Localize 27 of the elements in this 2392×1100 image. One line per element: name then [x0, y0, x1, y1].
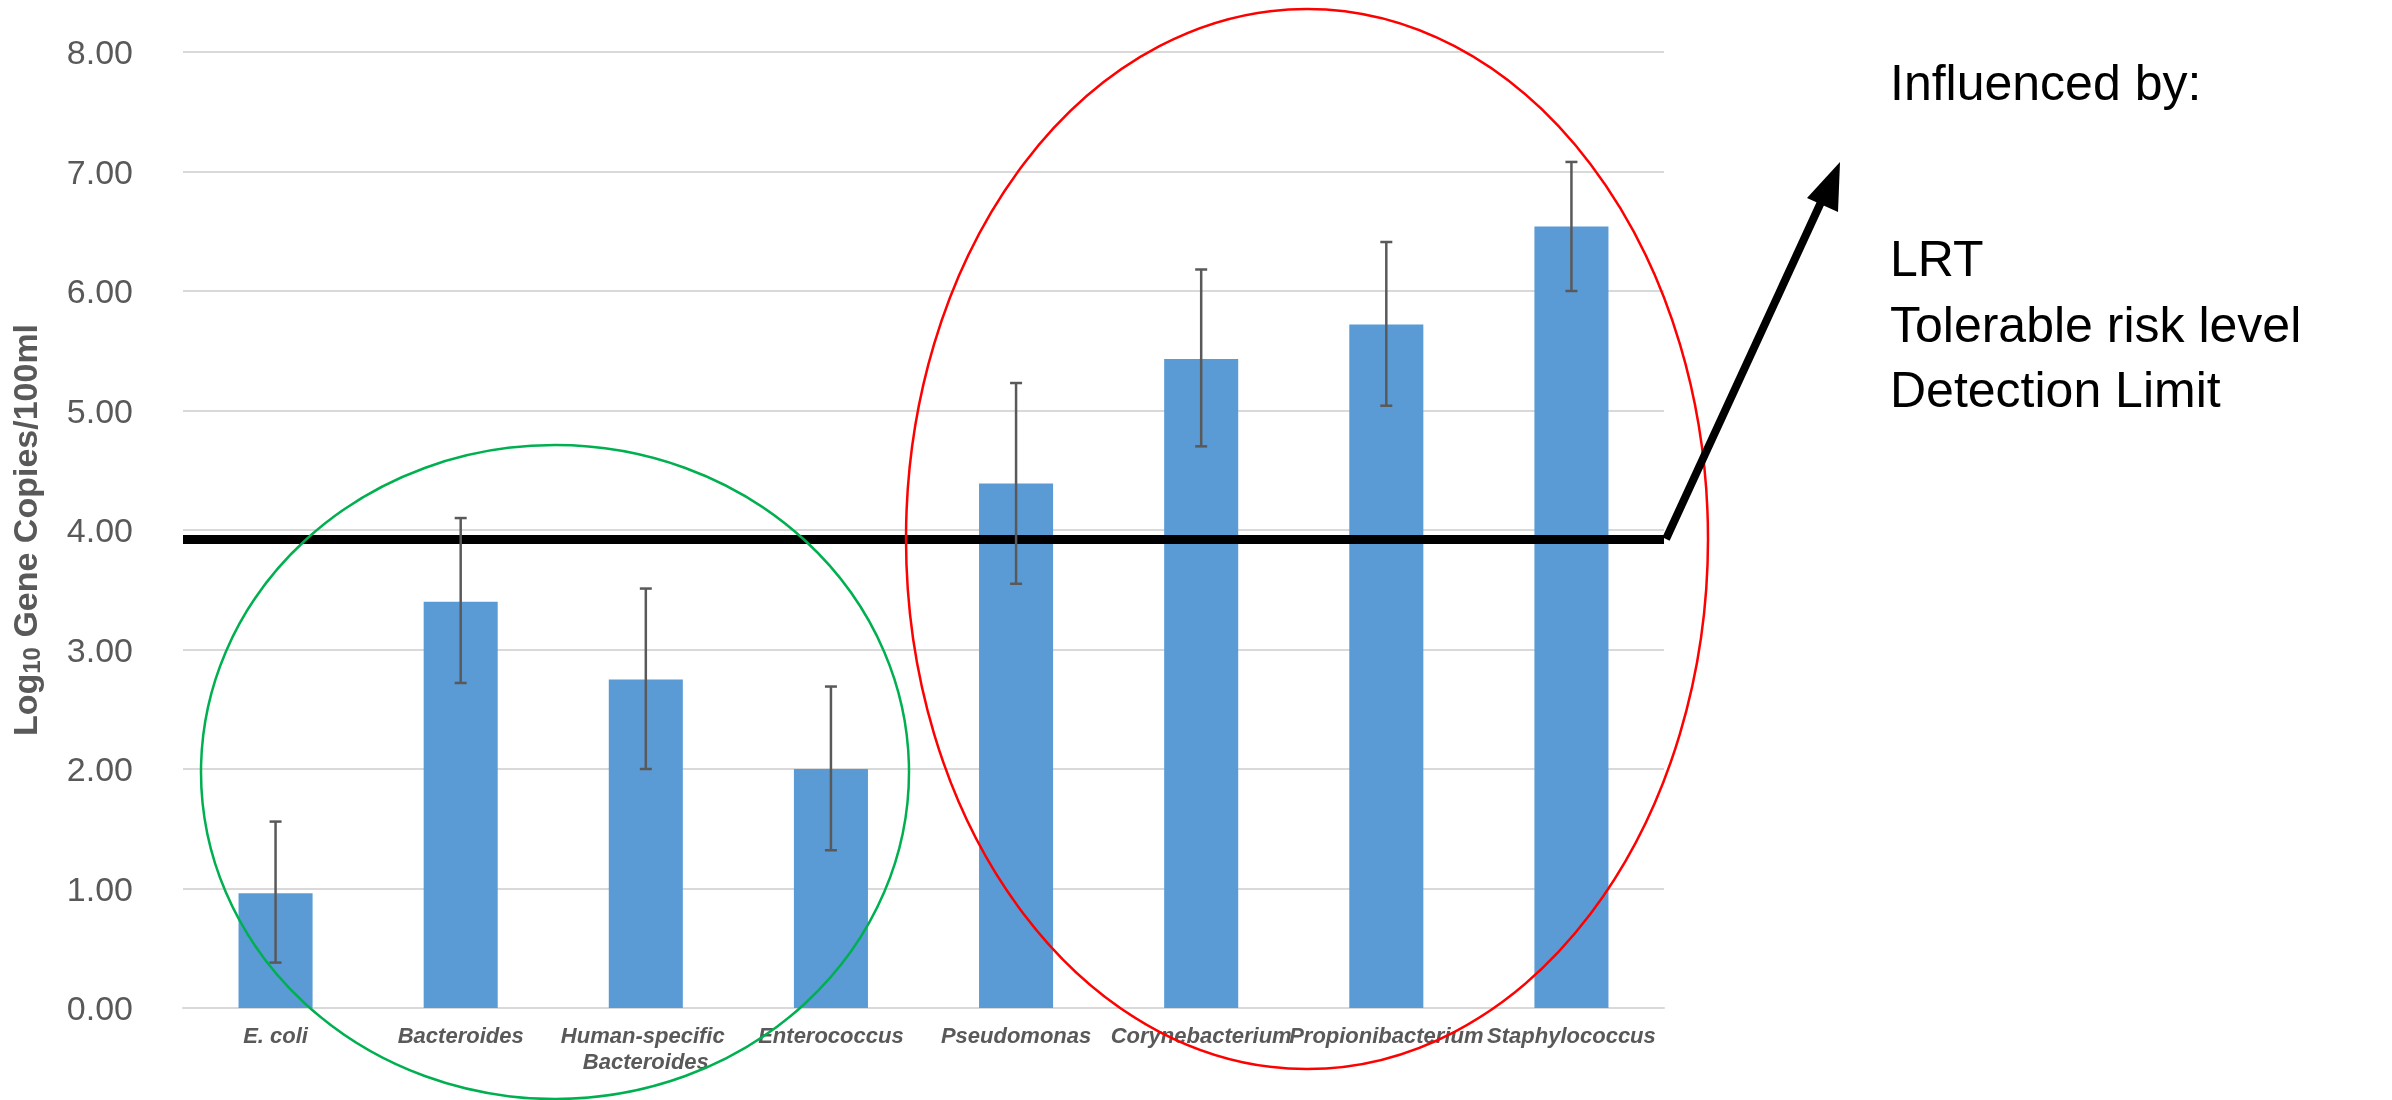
x-tick-label: Bacteroides	[397, 1022, 524, 1048]
bar	[1534, 226, 1609, 1008]
y-tick-label: 0.00	[66, 989, 133, 1027]
y-axis-title: Log10 Gene Copies/100ml	[6, 323, 45, 737]
bar	[1164, 359, 1239, 1008]
text: Detection Limit	[1890, 362, 2221, 418]
y-tick-label: 8.00	[66, 33, 133, 71]
y-tick-label: 7.00	[66, 152, 133, 191]
x-tick-label: Staphylococcus	[1487, 1022, 1656, 1048]
y-tick-label: 6.00	[66, 272, 133, 310]
x-tick-label: Pseudomonas	[940, 1022, 1092, 1048]
y-tick-label: 1.00	[66, 869, 133, 908]
y-tick-label: 2.00	[66, 750, 133, 788]
bar	[423, 601, 498, 1008]
bar	[979, 483, 1054, 1008]
text: Tolerable risk level	[1890, 297, 2302, 353]
bar	[238, 893, 313, 1008]
bar	[608, 679, 683, 1008]
bar	[793, 769, 868, 1008]
bar	[1349, 324, 1424, 1008]
y-tick-label: 3.00	[66, 630, 133, 669]
y-tick-label: 5.00	[66, 391, 133, 430]
x-tick-label: E. coli	[243, 1022, 309, 1048]
text: Influenced by:	[1890, 55, 2202, 111]
x-tick-label: Human-specific Bacteroides	[560, 1022, 731, 1074]
text: LRT	[1890, 231, 1984, 287]
y-tick-label: 4.00	[66, 511, 133, 549]
